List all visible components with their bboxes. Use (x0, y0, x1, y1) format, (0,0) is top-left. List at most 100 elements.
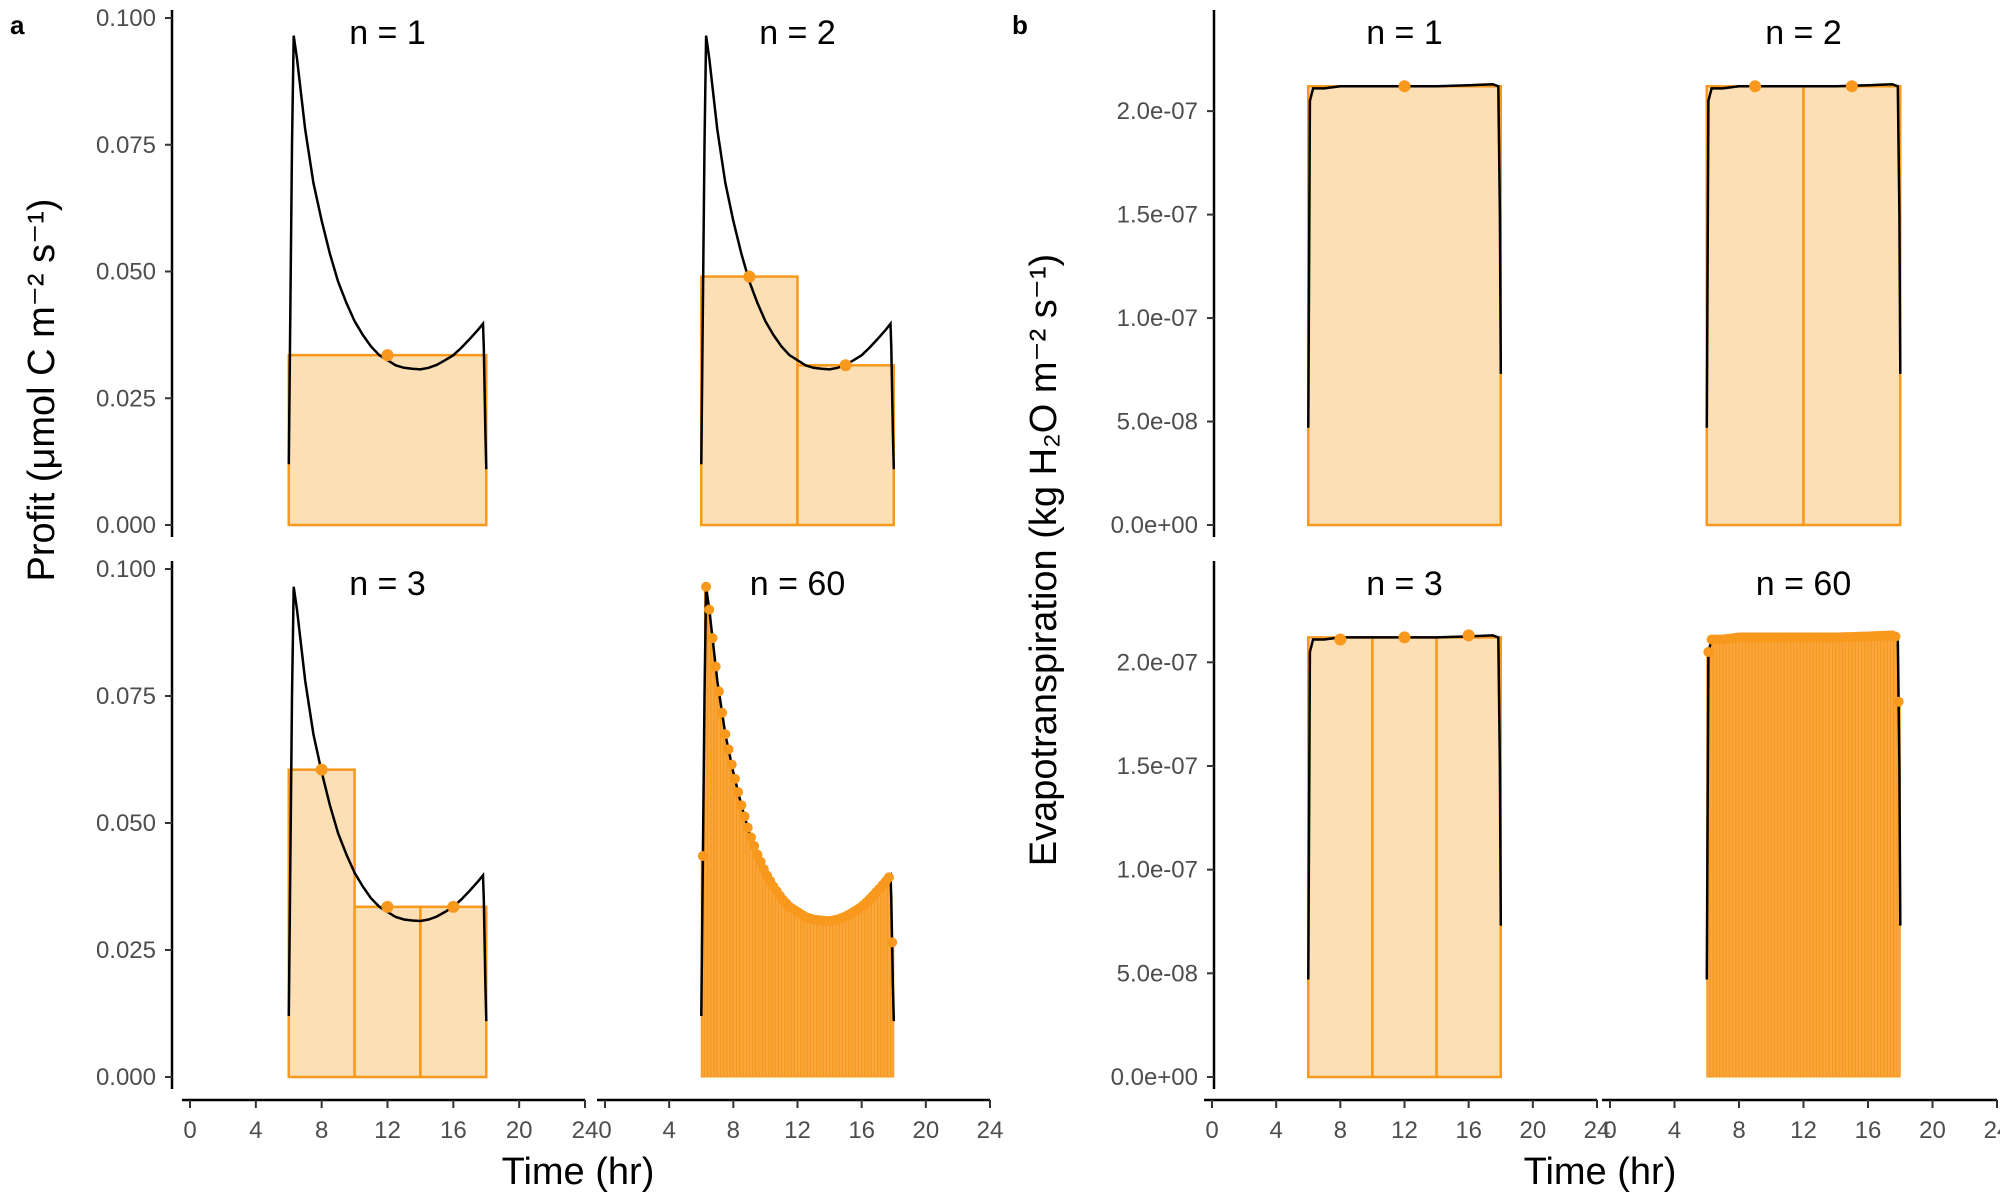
y-tick-label: 0.050 (96, 810, 156, 837)
interval-midpoint (707, 633, 718, 644)
facet-n-3: n = 3 (1307, 565, 1503, 1079)
interval-midpoint (742, 822, 753, 833)
y-tick-label: 0.0e+00 (1111, 1064, 1198, 1091)
interval-bar (700, 275, 799, 527)
interval-midpoint (1398, 631, 1411, 644)
x-tick-label: 20 (506, 1117, 533, 1144)
y-tick-label: 0.075 (96, 132, 156, 159)
interval-midpoint (883, 872, 894, 883)
facet-title: n = 60 (750, 565, 845, 603)
interval-midpoint (723, 744, 734, 755)
facet-title: n = 2 (759, 14, 836, 52)
profit-curve (700, 35, 896, 470)
interval-midpoint (1334, 633, 1347, 646)
interval-midpoint (1462, 629, 1475, 642)
panel-b: 0.0e+00 5.0e-08 1.0e-07 1.5e-07 2.0e-07 0.0e+… (1111, 10, 2000, 1144)
interval-midpoint (697, 851, 708, 862)
interval-bar (353, 905, 422, 1079)
x-tick-label: 8 (1732, 1117, 1745, 1144)
interval-midpoint (704, 604, 715, 615)
x-tick-label: 8 (315, 1117, 328, 1144)
interval-midpoint (733, 787, 744, 798)
interval-bar (287, 768, 356, 1079)
facet-n-2: n = 2 (1705, 14, 1902, 527)
panel-label-a: a (10, 10, 25, 40)
interval-midpoint (1703, 646, 1714, 657)
interval-bar (1802, 85, 1902, 527)
y-tick-label: 0.000 (96, 512, 156, 539)
x-tick-label: 20 (912, 1117, 939, 1144)
interval-midpoint (1398, 80, 1411, 93)
interval-midpoint (701, 581, 712, 592)
interval-midpoint (887, 937, 898, 948)
x-tick-label: 24 (572, 1117, 599, 1144)
interval-midpoint (720, 729, 731, 740)
interval-midpoint (729, 773, 740, 784)
facet-title: n = 1 (349, 14, 426, 52)
x-tick-label: 24 (977, 1117, 1004, 1144)
interval-bar (1307, 636, 1374, 1079)
interval-midpoint (726, 759, 737, 770)
y-tick-label: 1.5e-07 (1117, 202, 1198, 229)
x-tick-label: 0 (183, 1117, 196, 1144)
interval-midpoint (315, 763, 328, 776)
x-axis-title-b: Time (hr) (1524, 1151, 1677, 1193)
interval-midpoint (736, 800, 747, 811)
x-tick-label: 12 (1790, 1117, 1817, 1144)
interval-midpoint (381, 349, 394, 362)
interval-midpoint (713, 686, 724, 697)
x-tick-label: 4 (1668, 1117, 1681, 1144)
x-tick-label: 16 (1855, 1117, 1882, 1144)
x-tick-label: 4 (249, 1117, 262, 1144)
interval-bar (796, 364, 895, 527)
x-tick-label: 0 (1205, 1117, 1218, 1144)
x-tick-label: 16 (848, 1117, 875, 1144)
facet-title: n = 3 (349, 565, 426, 603)
interval-midpoint (1749, 80, 1762, 93)
x-tick-label: 0 (598, 1117, 611, 1144)
x-tick-label: 20 (1519, 1117, 1546, 1144)
interval-bar (419, 905, 488, 1079)
interval-bar (1371, 636, 1438, 1079)
facet-title: n = 60 (1756, 565, 1851, 603)
y-tick-label: 1.5e-07 (1117, 753, 1198, 780)
x-tick-label: 16 (1455, 1117, 1482, 1144)
y-tick-label: 0.100 (96, 556, 156, 583)
y-tick-label: 0.075 (96, 683, 156, 710)
interval-midpoint (743, 270, 756, 283)
y-tick-label: 2.0e-07 (1117, 649, 1198, 676)
y-tick-label: 0.000 (96, 1064, 156, 1091)
y-axis-title-a: Profit (μmol C m⁻² s⁻¹) (21, 199, 63, 582)
y-tick-label: 0.0e+00 (1111, 512, 1198, 539)
y-tick-label: 0.025 (96, 937, 156, 964)
x-axis-title-a: Time (hr) (502, 1151, 655, 1193)
y-tick-label: 5.0e-08 (1117, 960, 1198, 987)
facet-title: n = 1 (1366, 14, 1443, 52)
facet-n-60: n = 60 (697, 565, 898, 1078)
x-tick-label: 4 (1269, 1117, 1282, 1144)
x-tick-label: 8 (1334, 1117, 1347, 1144)
y-tick-label: 0.100 (96, 5, 156, 32)
x-tick-label: 8 (727, 1117, 740, 1144)
x-tick-label: 24 (1584, 1117, 1611, 1144)
x-tick-label: 12 (1391, 1117, 1418, 1144)
interval-midpoint (745, 832, 756, 843)
profit-curve (1705, 82, 1902, 428)
facet-n-60: n = 60 (1703, 565, 1904, 1078)
interval-bar (1307, 85, 1502, 527)
x-tick-label: 20 (1919, 1117, 1946, 1144)
x-tick-label: 24 (1984, 1117, 2000, 1144)
interval-midpoint (1845, 80, 1858, 93)
x-tick-label: 4 (662, 1117, 675, 1144)
interval-midpoint (1890, 631, 1901, 642)
facet-title: n = 2 (1765, 14, 1842, 52)
interval-bar (1705, 85, 1805, 527)
interval-midpoint (717, 707, 728, 718)
interval-bar (1435, 636, 1503, 1079)
interval-midpoint (447, 900, 460, 913)
interval-midpoint (739, 811, 750, 822)
y-tick-label: 1.0e-07 (1117, 305, 1198, 332)
facet-n-2: n = 2 (700, 14, 896, 527)
facet-n-1: n = 1 (1307, 14, 1503, 527)
